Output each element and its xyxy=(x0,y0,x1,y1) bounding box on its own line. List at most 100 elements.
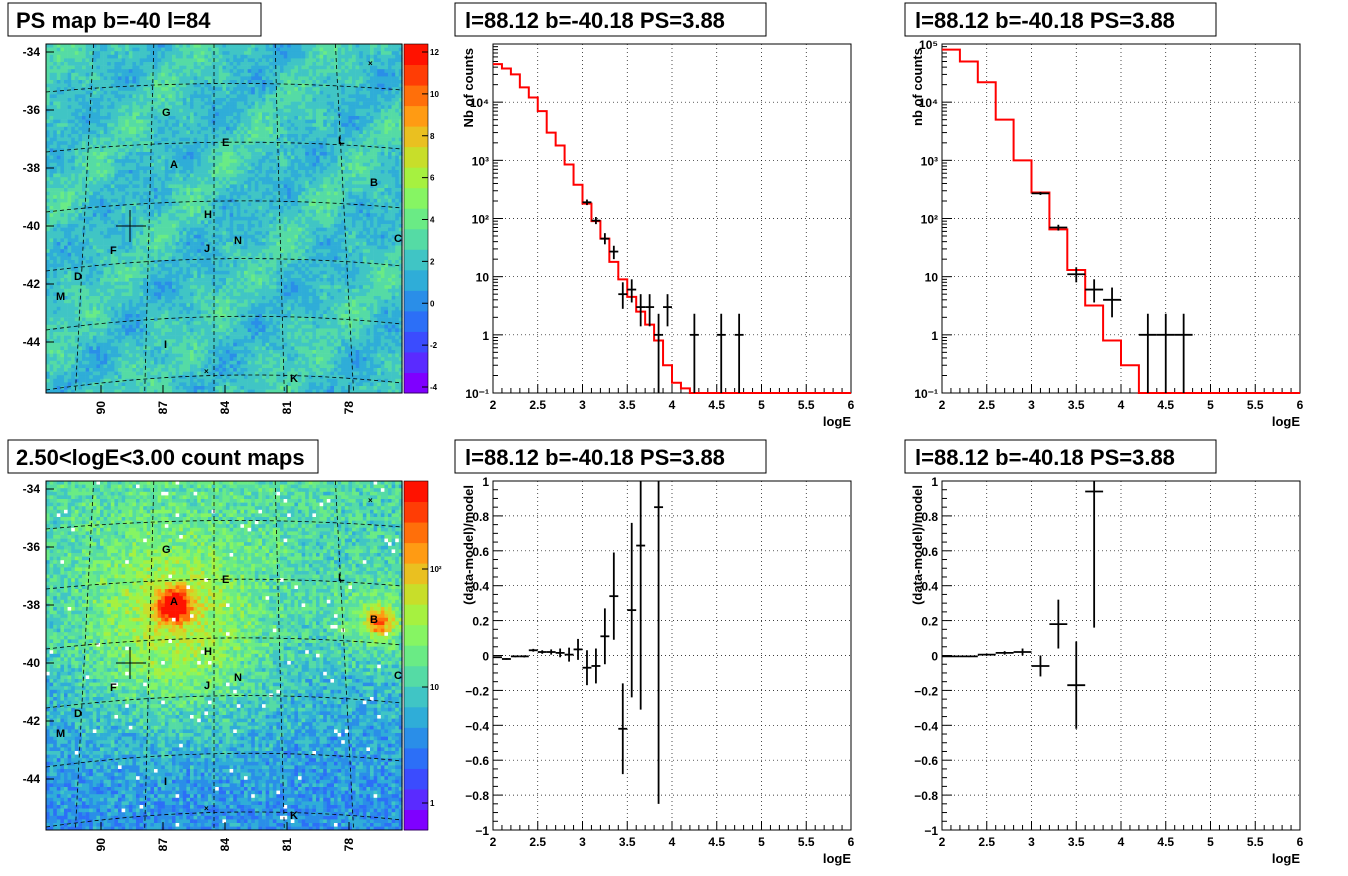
map-pixel xyxy=(247,177,252,182)
map-pixel xyxy=(229,108,234,113)
map-pixel xyxy=(301,87,306,92)
map-pixel xyxy=(172,170,176,174)
map-pixel xyxy=(161,47,166,52)
map-pixel xyxy=(157,126,162,131)
map-pixel xyxy=(92,90,97,95)
map-pixel xyxy=(240,105,245,110)
map-pixel xyxy=(49,184,54,189)
map-pixel xyxy=(319,209,324,214)
map-pixel xyxy=(384,195,389,200)
map-pixel xyxy=(244,180,248,185)
map-pixel xyxy=(344,69,349,74)
map-pixel xyxy=(323,206,328,210)
map-pixel xyxy=(337,202,342,207)
map-pixel xyxy=(157,213,162,218)
map-pixel xyxy=(229,98,234,102)
map-pixel xyxy=(53,148,58,153)
map-pixel xyxy=(240,134,245,138)
map-pixel xyxy=(204,184,209,189)
map-pixel xyxy=(305,152,310,156)
map-pixel xyxy=(312,173,317,178)
map-pixel xyxy=(121,184,126,189)
map-pixel xyxy=(139,152,144,156)
map-pixel xyxy=(258,188,263,192)
map-pixel xyxy=(287,188,292,192)
map-pixel xyxy=(146,87,151,92)
map-pixel xyxy=(262,80,266,84)
map-pixel xyxy=(370,155,374,160)
map-pixel xyxy=(89,206,94,210)
map-pixel xyxy=(244,62,248,66)
map-pixel xyxy=(136,213,140,218)
map-pixel xyxy=(128,152,133,156)
map-pixel xyxy=(107,198,112,203)
map-pixel xyxy=(82,112,86,117)
map-pixel xyxy=(136,51,140,56)
map-pixel xyxy=(107,155,112,160)
map-pixel xyxy=(146,98,151,102)
map-pixel xyxy=(348,184,353,189)
map-pixel xyxy=(222,83,227,88)
map-pixel xyxy=(49,47,54,52)
map-pixel xyxy=(308,58,313,63)
map-pixel xyxy=(193,188,198,192)
map-pixel xyxy=(157,108,162,113)
map-pixel xyxy=(179,159,184,164)
map-pixel xyxy=(359,152,364,156)
map-pixel xyxy=(197,87,202,92)
map-pixel xyxy=(294,65,299,70)
map-pixel xyxy=(240,58,245,63)
map-pixel xyxy=(352,83,356,88)
map-pixel xyxy=(67,116,72,120)
map-pixel xyxy=(312,216,317,221)
map-pixel xyxy=(280,202,284,207)
map-pixel xyxy=(294,173,299,178)
map-pixel xyxy=(128,184,133,189)
map-pixel xyxy=(60,202,65,207)
map-pixel xyxy=(373,62,378,66)
map-pixel xyxy=(377,159,382,164)
map-pixel xyxy=(395,188,400,192)
map-pixel xyxy=(316,173,320,178)
map-pixel xyxy=(150,51,155,56)
map-pixel xyxy=(193,141,198,146)
map-pixel xyxy=(312,123,317,128)
map-pixel xyxy=(366,72,371,77)
map-pixel xyxy=(323,216,328,221)
map-pixel xyxy=(100,130,104,135)
map-pixel xyxy=(276,105,281,110)
map-pixel xyxy=(215,137,220,142)
map-pixel xyxy=(251,198,256,203)
map-pixel xyxy=(186,47,191,52)
map-pixel xyxy=(71,123,76,128)
map-pixel xyxy=(262,51,266,56)
map-pixel xyxy=(366,54,371,59)
map-pixel xyxy=(200,98,205,102)
map-pixel xyxy=(377,87,382,92)
map-pixel xyxy=(150,98,155,102)
map-pixel xyxy=(352,170,356,174)
map-pixel xyxy=(283,54,288,59)
map-pixel xyxy=(182,90,187,95)
map-pixel xyxy=(56,105,61,110)
map-pixel xyxy=(229,191,234,196)
map-pixel xyxy=(114,76,119,81)
map-pixel xyxy=(136,47,140,52)
map-pixel xyxy=(247,54,252,59)
map-pixel xyxy=(92,195,97,200)
map-pixel xyxy=(222,62,227,66)
map-pixel xyxy=(204,54,209,59)
map-pixel xyxy=(46,195,50,200)
map-pixel xyxy=(276,184,281,189)
map-pixel xyxy=(380,130,385,135)
map-pixel xyxy=(128,195,133,200)
map-pixel xyxy=(96,191,101,196)
map-pixel xyxy=(146,112,151,117)
map-pixel xyxy=(107,44,112,48)
map-pixel xyxy=(395,177,400,182)
map-pixel xyxy=(377,83,382,88)
map-pixel xyxy=(337,216,342,221)
map-pixel xyxy=(179,94,184,99)
map-pixel xyxy=(308,220,313,225)
